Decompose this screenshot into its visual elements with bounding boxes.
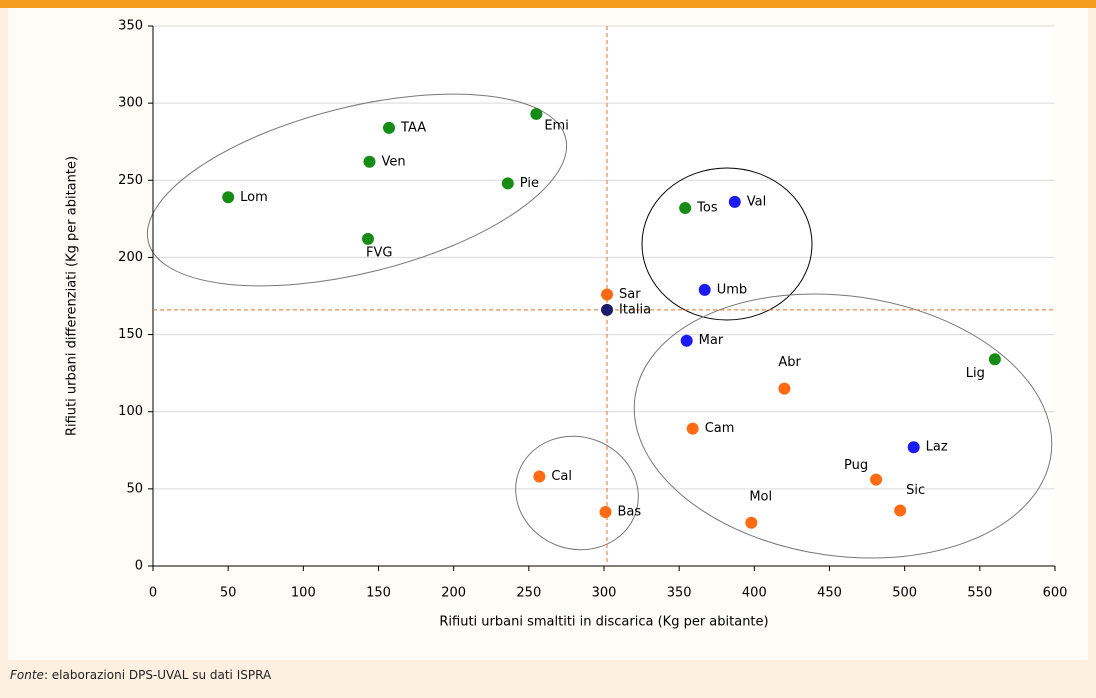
point-label: Sic bbox=[906, 483, 925, 498]
x-tick-label: 450 bbox=[817, 586, 842, 601]
chart: Rifiuti urbani smaltiti in discarica (Kg… bbox=[0, 0, 1096, 660]
cluster-ellipse bbox=[515, 435, 639, 551]
top-band bbox=[0, 0, 1096, 8]
point bbox=[361, 232, 374, 245]
point bbox=[679, 202, 692, 215]
y-tick-label: 350 bbox=[118, 19, 143, 34]
point bbox=[907, 441, 920, 454]
x-tick-label: 550 bbox=[967, 586, 992, 601]
x-tick-label: 600 bbox=[1043, 586, 1068, 601]
x-tick-label: 200 bbox=[441, 586, 466, 601]
y-axis-label: Rifiuti urbani differenziati (Kg per abi… bbox=[65, 156, 80, 436]
point-label: Pug bbox=[844, 458, 868, 473]
y-tick-label: 150 bbox=[118, 327, 143, 342]
y-tick-label: 100 bbox=[118, 404, 143, 419]
y-tick-label: 50 bbox=[126, 481, 143, 496]
point bbox=[222, 191, 235, 204]
point bbox=[383, 121, 396, 134]
point bbox=[680, 334, 693, 347]
source-text: : elaborazioni DPS-UVAL su dati ISPRA bbox=[43, 668, 272, 682]
point bbox=[501, 177, 514, 190]
cluster-ellipse bbox=[633, 293, 1053, 559]
y-tick-label: 250 bbox=[118, 173, 143, 188]
point bbox=[530, 107, 543, 120]
x-tick-label: 250 bbox=[516, 586, 541, 601]
x-tick-label: 500 bbox=[892, 586, 917, 601]
cluster-ellipse bbox=[641, 167, 813, 321]
point-label: Pie bbox=[520, 176, 539, 191]
x-tick-label: 150 bbox=[366, 586, 391, 601]
y-tick-label: 300 bbox=[118, 96, 143, 111]
point bbox=[363, 155, 376, 168]
x-tick-label: 50 bbox=[220, 586, 237, 601]
point-label: Ven bbox=[381, 154, 405, 169]
point-label: Lig bbox=[966, 366, 985, 381]
point bbox=[988, 353, 1001, 366]
cluster-ellipse bbox=[146, 93, 568, 287]
point bbox=[698, 283, 711, 296]
y-tick-label: 0 bbox=[135, 559, 143, 574]
point-label: Abr bbox=[778, 355, 801, 370]
point-label: Laz bbox=[926, 440, 948, 455]
point-label: Emi bbox=[544, 118, 569, 133]
point-label: Bas bbox=[618, 505, 642, 520]
point bbox=[894, 504, 907, 517]
x-tick-label: 300 bbox=[592, 586, 617, 601]
point-label: TAA bbox=[400, 120, 426, 135]
point-label: Cal bbox=[551, 469, 572, 484]
point-label: Mar bbox=[699, 333, 724, 348]
point bbox=[728, 195, 741, 208]
x-tick-label: 100 bbox=[291, 586, 316, 601]
source-label: Fonte bbox=[10, 668, 44, 682]
point-label: Italia bbox=[619, 302, 651, 317]
point bbox=[870, 473, 883, 486]
point-label: Cam bbox=[705, 421, 735, 436]
point-label: Sar bbox=[619, 287, 641, 302]
x-tick-label: 400 bbox=[742, 586, 767, 601]
point-label: Tos bbox=[696, 201, 718, 216]
point-label: FVG bbox=[366, 245, 392, 260]
x-axis-label: Rifiuti urbani smaltiti in discarica (Kg… bbox=[439, 615, 768, 630]
point-label: Umb bbox=[717, 282, 747, 297]
point bbox=[601, 303, 614, 316]
source-note: Fonte: elaborazioni DPS-UVAL su dati ISP… bbox=[10, 668, 271, 682]
point bbox=[686, 422, 699, 435]
point bbox=[599, 506, 612, 518]
point bbox=[601, 288, 614, 301]
point bbox=[778, 382, 791, 395]
y-tick-label: 200 bbox=[118, 250, 143, 265]
x-tick-label: 350 bbox=[667, 586, 692, 601]
point bbox=[745, 516, 758, 529]
point-label: Val bbox=[747, 194, 766, 209]
x-tick-label: 0 bbox=[149, 586, 157, 601]
point bbox=[533, 470, 546, 483]
point-label: Lom bbox=[240, 190, 268, 205]
point-label: Mol bbox=[749, 489, 772, 504]
